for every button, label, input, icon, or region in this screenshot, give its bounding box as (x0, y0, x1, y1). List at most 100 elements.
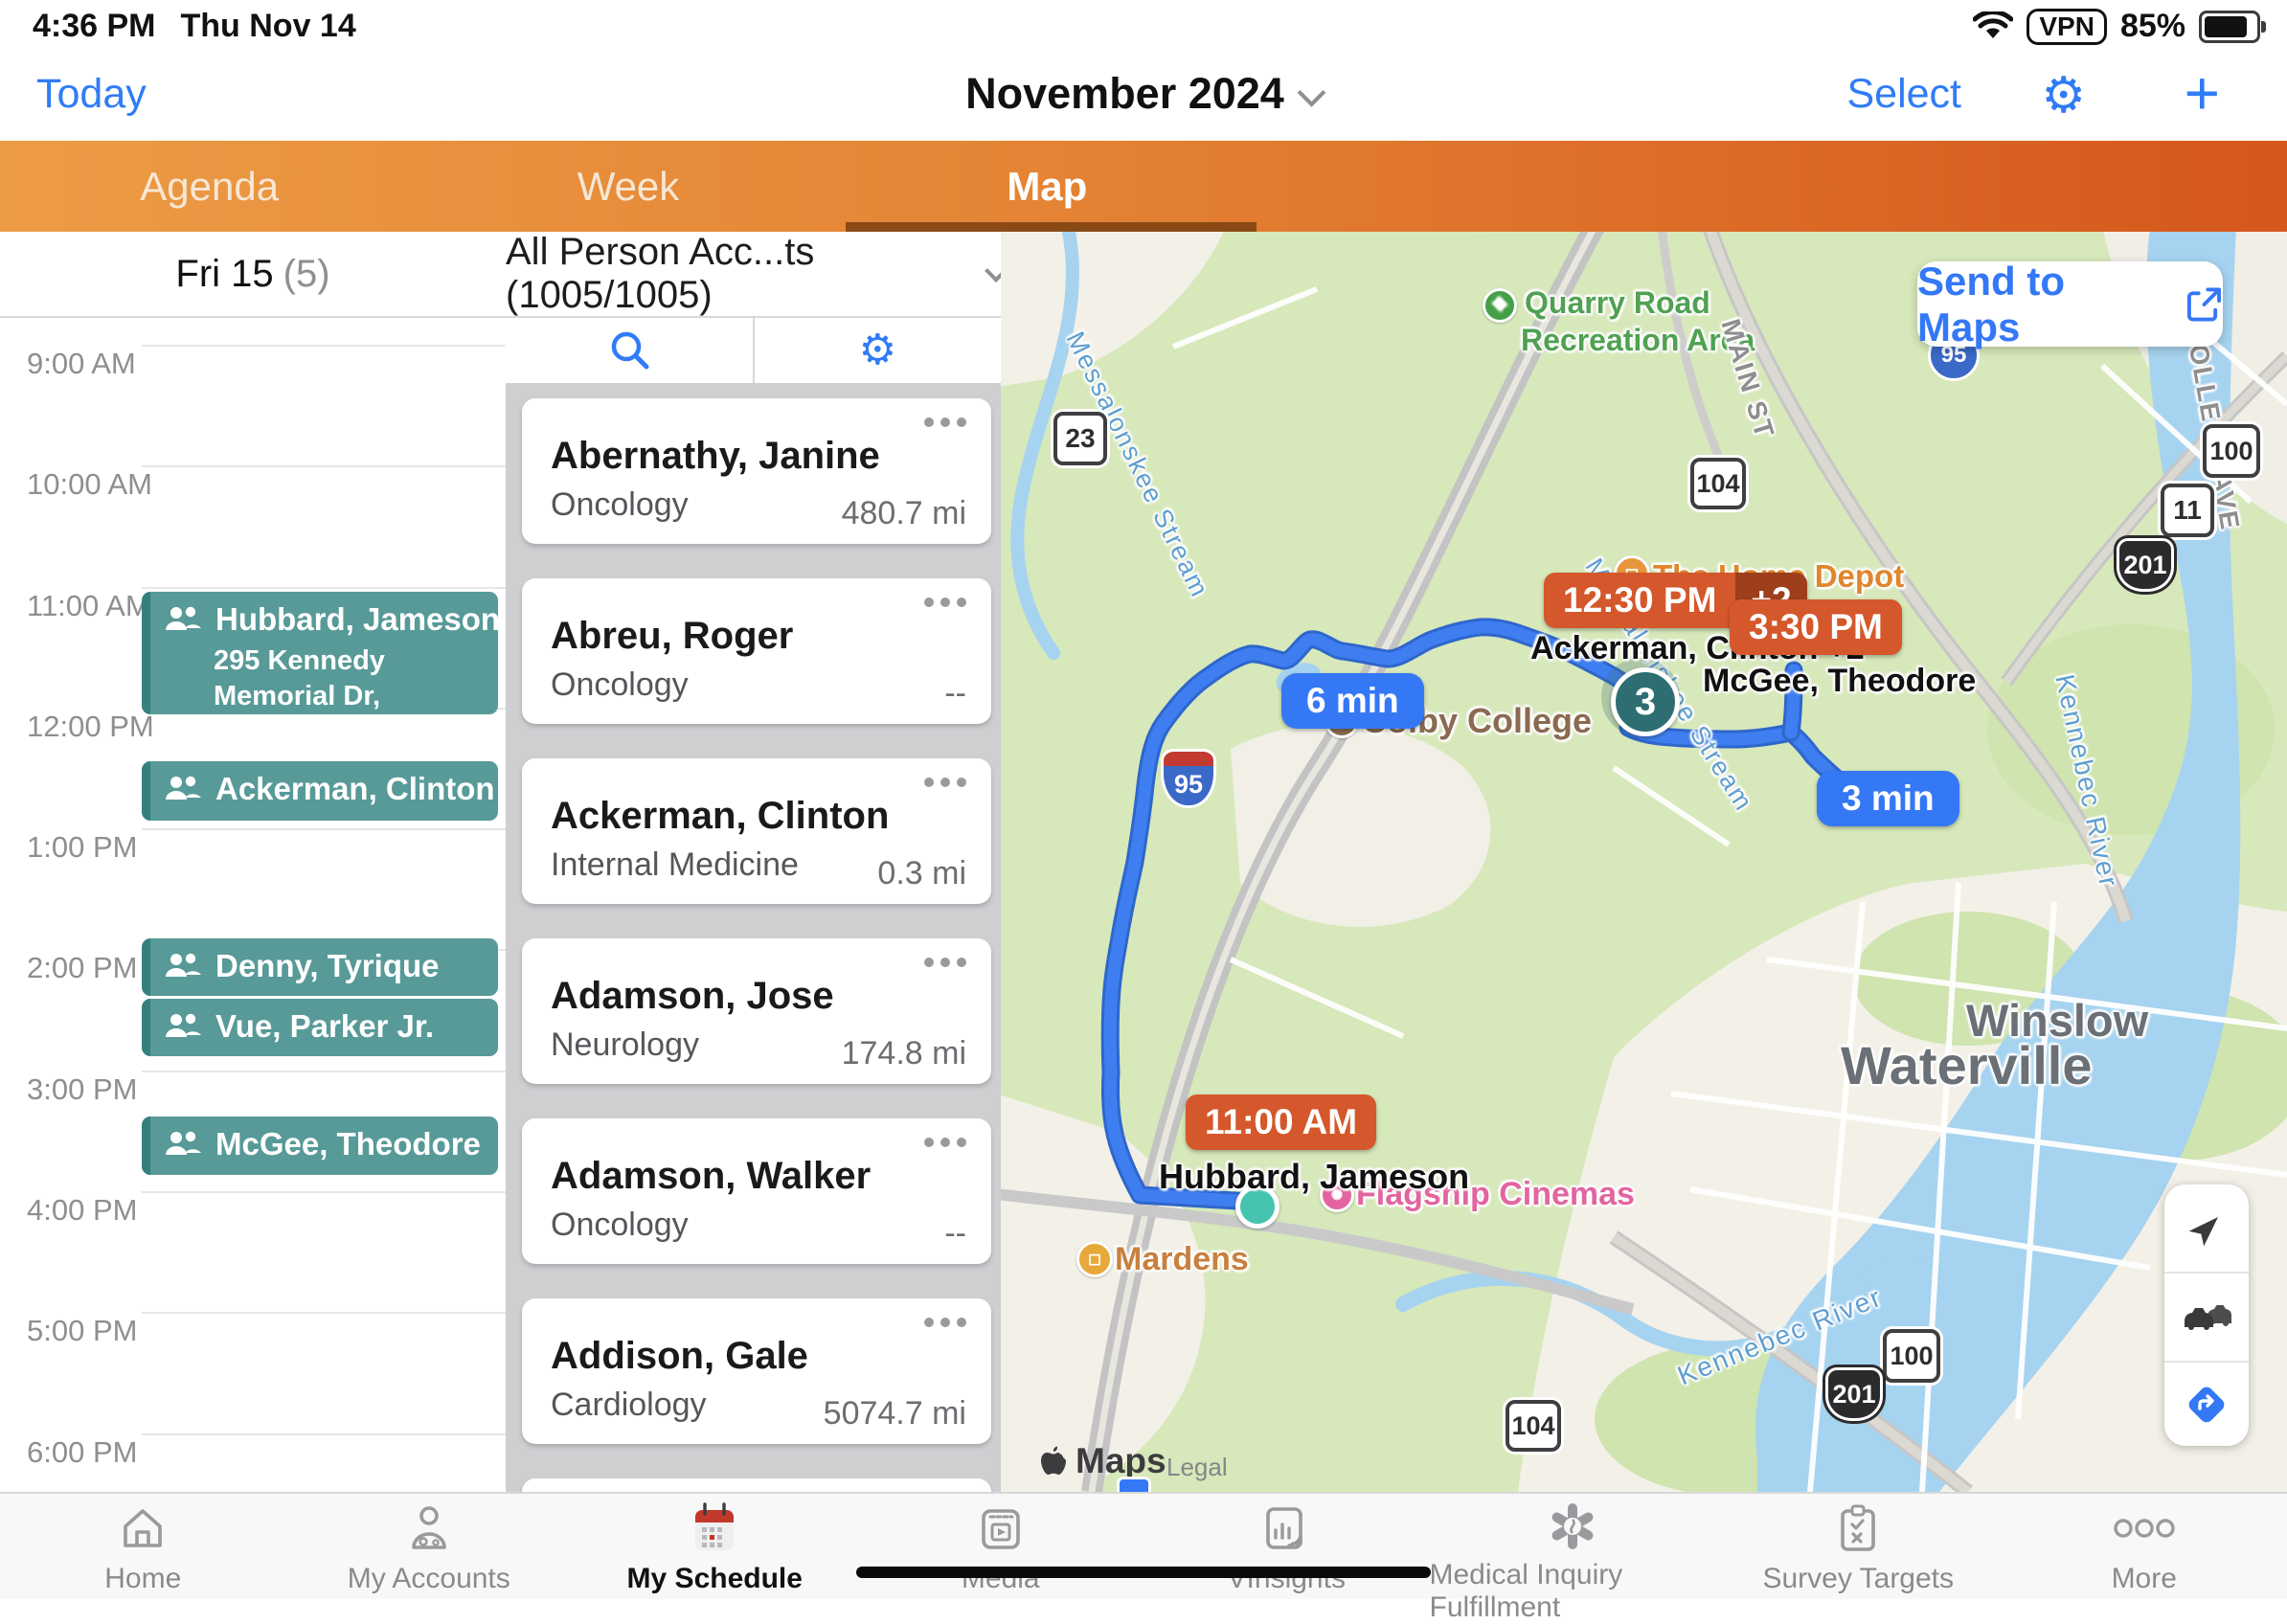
appointment-hubbard[interactable]: Hubbard, Jameson 295 Kennedy Memorial Dr… (142, 592, 498, 714)
home-icon (118, 1503, 168, 1553)
appointment-name: Ackerman, Clinton (215, 771, 495, 807)
tab-more[interactable]: More (2002, 1494, 2287, 1599)
home-indicator[interactable] (856, 1567, 1431, 1578)
stop-time-badge-330pm[interactable]: 3:30 PM (1730, 599, 1902, 655)
traffic-button[interactable] (2164, 1274, 2249, 1361)
send-to-maps-button[interactable]: Send to Maps (1917, 261, 2223, 347)
accounts-filter-label: All Person Acc...ts (1005/1005) (506, 232, 965, 317)
account-name: Ackerman, Clinton (551, 795, 889, 838)
more-options-icon[interactable] (924, 1138, 966, 1147)
tab-my-accounts[interactable]: My Accounts (286, 1494, 573, 1599)
appointment-denny[interactable]: Denny, Tyrique (142, 938, 498, 996)
search-button[interactable] (506, 316, 753, 383)
account-card[interactable]: Addison, Gale Cardiology 5074.7 mi (522, 1298, 991, 1444)
directions-button[interactable] (2164, 1363, 2249, 1446)
locate-me-button[interactable] (2164, 1184, 2249, 1272)
month-title-label: November 2024 (965, 69, 1284, 118)
people-icon (164, 1130, 202, 1159)
tab-map[interactable]: Map (838, 141, 1257, 232)
traffic-icon (2181, 1300, 2232, 1335)
account-card[interactable]: Abreu, Roger Oncology -- (522, 578, 991, 724)
time-label: 9:00 AM (27, 347, 136, 381)
more-options-icon[interactable] (924, 598, 966, 607)
more-options-icon[interactable] (924, 958, 966, 967)
stop-time: 3:30 PM (1730, 599, 1902, 655)
marker-label-hubbard: Hubbard, Jameson (1159, 1157, 1469, 1197)
more-options-icon[interactable] (924, 1318, 966, 1327)
more-options-icon[interactable] (924, 417, 966, 427)
account-name: Abreu, Roger (551, 615, 793, 658)
marker-label-mcgee: McGee, Theodore (1703, 663, 1976, 700)
account-name: Abernathy, Janine (551, 435, 880, 478)
travel-time-badge-6min: 6 min (1281, 673, 1424, 729)
navigation-bar: Today November 2024 Select ⚙ + (0, 50, 2287, 141)
clock: 4:36 PM (33, 8, 156, 44)
apple-logo-icon (1039, 1444, 1068, 1478)
account-card-partial[interactable] (522, 1478, 991, 1492)
stop-time-badge-11am[interactable]: 11:00 AM (1186, 1094, 1376, 1150)
account-specialty: Neurology (551, 1026, 699, 1064)
people-icon (164, 775, 202, 803)
tab-my-schedule[interactable]: My Schedule (572, 1494, 858, 1599)
settings-gear-icon[interactable]: ⚙ (2041, 67, 2086, 124)
account-distance: 174.8 mi (842, 1035, 966, 1072)
account-specialty: Cardiology (551, 1387, 707, 1424)
hour-line (142, 587, 506, 589)
search-icon (608, 328, 650, 371)
active-tab-underline (846, 222, 1257, 232)
account-name: Addison, Gale (551, 1335, 808, 1378)
poi-quarry-road: ✦Quarry Road Recreation Area (1483, 285, 1755, 358)
tab-vinsights[interactable]: VInsights (1144, 1494, 1430, 1599)
accounts-icon (404, 1503, 454, 1553)
tab-label: My Accounts (348, 1563, 510, 1595)
route-shield-201: 201 (1825, 1367, 1883, 1421)
people-icon (164, 952, 202, 981)
time-label: 10:00 AM (27, 467, 152, 502)
select-button[interactable]: Select (1846, 71, 1961, 118)
map-controls (2164, 1184, 2249, 1446)
account-distance: 480.7 mi (842, 495, 966, 532)
appointment-ackerman[interactable]: Ackerman, Clinton (142, 761, 498, 821)
account-card[interactable]: Adamson, Walker Oncology -- (522, 1118, 991, 1264)
accounts-filter-dropdown[interactable]: All Person Acc...ts (1005/1005) (506, 232, 1001, 318)
external-link-icon (2185, 285, 2223, 324)
tab-home[interactable]: Home (0, 1494, 286, 1599)
more-options-icon[interactable] (924, 778, 966, 787)
list-settings-button[interactable]: ⚙ (753, 316, 1002, 383)
tab-media[interactable]: Media (858, 1494, 1144, 1599)
poi-label: Quarry Road (1525, 285, 1710, 320)
chevron-down-icon (1297, 79, 1325, 107)
tab-survey-targets[interactable]: Survey Targets (1715, 1494, 2002, 1599)
location-arrow-icon (2186, 1208, 2227, 1249)
send-to-maps-label: Send to Maps (1917, 259, 2172, 350)
cluster-marker-3[interactable]: 3 (1611, 667, 1680, 736)
attribution-label: Maps (1076, 1441, 1166, 1481)
account-specialty: Internal Medicine (551, 846, 799, 884)
account-card[interactable]: Abernathy, Janine Oncology 480.7 mi (522, 398, 991, 544)
park-icon: ✦ (1483, 288, 1517, 323)
tab-agenda[interactable]: Agenda (0, 141, 419, 232)
tab-week[interactable]: Week (419, 141, 837, 232)
store-icon: ◻ (1076, 1241, 1113, 1277)
tab-medical-inquiry-fulfillment[interactable]: Medical Inquiry Fulfillment (1430, 1494, 1716, 1599)
legal-link[interactable]: Legal (1166, 1453, 1228, 1482)
route-shield-201: 201 (2117, 538, 2174, 592)
appointment-mcgee[interactable]: McGee, Theodore (142, 1116, 498, 1175)
account-card[interactable]: Ackerman, Clinton Internal Medicine 0.3 … (522, 758, 991, 904)
media-icon (976, 1503, 1026, 1553)
battery-percent: 85% (2120, 8, 2185, 45)
account-card[interactable]: Adamson, Jose Neurology 174.8 mi (522, 938, 991, 1084)
directions-icon (2185, 1383, 2229, 1427)
add-button[interactable]: + (2185, 57, 2220, 128)
vpn-badge: VPN (2027, 9, 2107, 45)
tab-label: More (2112, 1563, 2177, 1595)
city-label-waterville: Waterville (1841, 1034, 2092, 1096)
appointment-vue[interactable]: Vue, Parker Jr. (142, 999, 498, 1056)
stop-time: 11:00 AM (1186, 1094, 1376, 1150)
hour-line (142, 1191, 506, 1193)
travel-time: 6 min (1306, 681, 1399, 720)
people-icon (164, 605, 202, 634)
time-label: 4:00 PM (27, 1193, 137, 1228)
